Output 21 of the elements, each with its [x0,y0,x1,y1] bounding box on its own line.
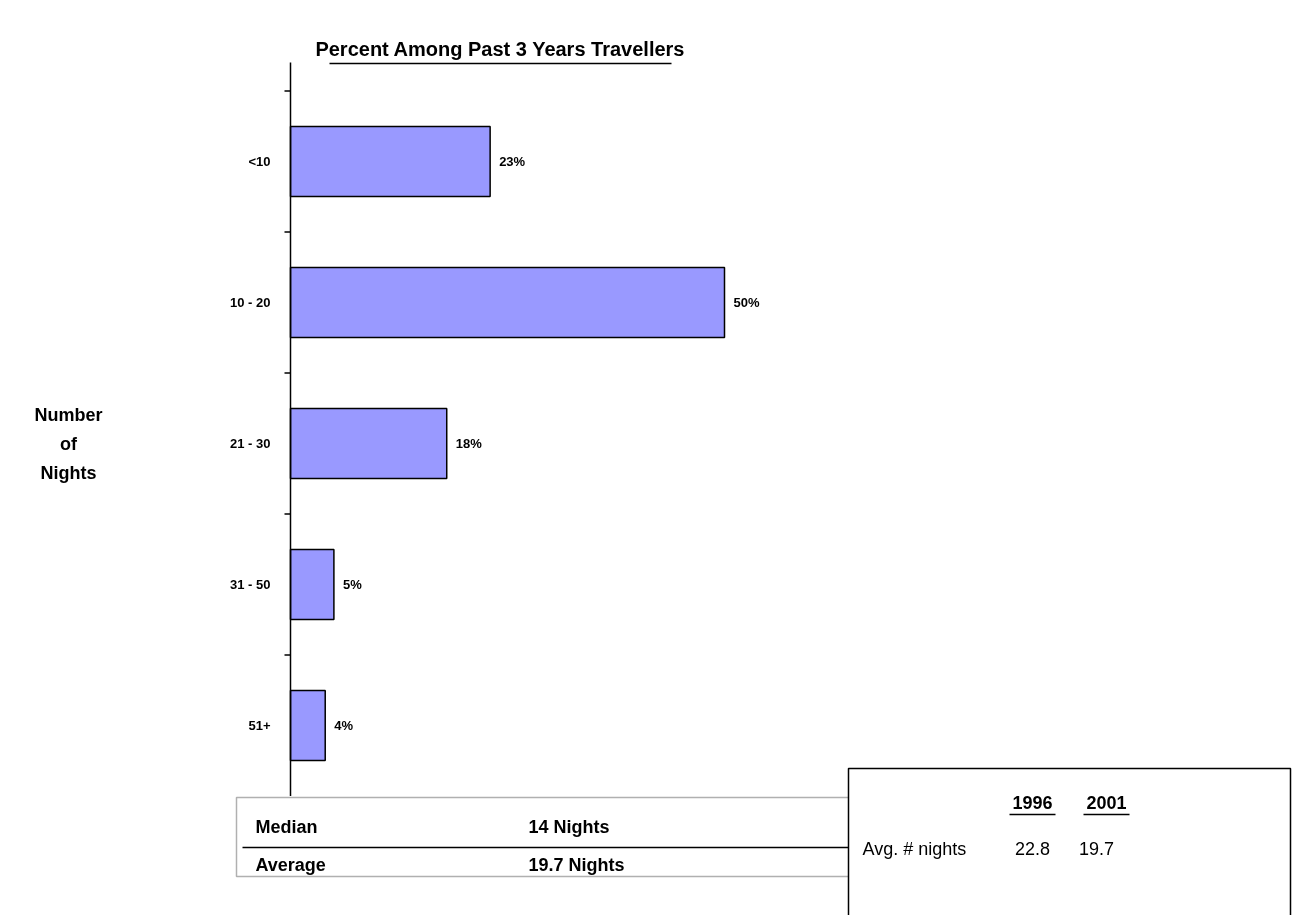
data-label: 50% [733,295,760,310]
text: 19.7 Nights [528,854,625,875]
y-tick-label: <10 [248,154,271,169]
data-label: 23% [499,154,526,169]
y-tick-label: 51+ [248,718,271,733]
data-label: 5% [342,577,363,592]
text: 22.8 [1014,839,1051,859]
data-label: 18% [455,436,483,451]
text: Median [255,816,318,837]
text: 1996 [1012,793,1053,813]
chart-title: Percent Among Past 3 Years Travellers [315,37,685,60]
data-label: 4% [334,718,354,733]
y-tick-label: 31 - 50 [230,577,271,592]
y-tick-label: 10 - 20 [230,295,271,310]
text: 14 Nights [528,816,610,837]
text: 19.7 [1078,839,1115,859]
text: 2001 [1086,793,1127,813]
text: Number of Nights [34,404,103,483]
text: Average [255,854,326,875]
y-tick-label: 21 - 30 [230,436,271,451]
text: Avg. # nights [862,838,967,859]
